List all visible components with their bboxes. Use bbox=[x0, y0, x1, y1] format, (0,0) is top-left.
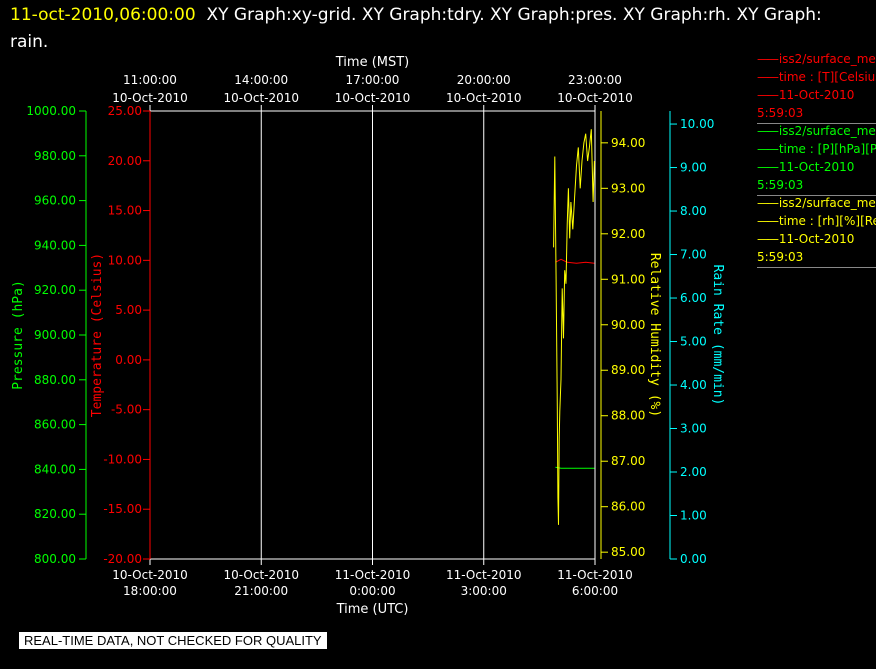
rh-tick-label: 90.00 bbox=[611, 318, 645, 332]
x-tick-label-top-date: 10-Oct-2010 bbox=[557, 91, 633, 105]
x-tick-label-top-time: 23:00:00 bbox=[568, 73, 622, 87]
legend-name: iss2/surface_me bbox=[757, 194, 876, 212]
rain-tick-label: 7.00 bbox=[680, 248, 707, 262]
rain-axis-title: Rain Rate (mm/min) bbox=[710, 265, 725, 406]
rain-tick-label: 2.00 bbox=[680, 465, 707, 479]
pressure-tick-label: 860.00 bbox=[34, 418, 76, 432]
rain-tick-label: 10.00 bbox=[680, 117, 714, 131]
rh-tick-label: 91.00 bbox=[611, 272, 645, 286]
rh-tick-label: 94.00 bbox=[611, 136, 645, 150]
x-tick-label-bottom-date: 11-Oct-2010 bbox=[446, 568, 522, 582]
legend-units: time : [T][Celsius][T bbox=[757, 68, 876, 86]
x-tick-label-bottom-date: 10-Oct-2010 bbox=[112, 568, 188, 582]
x-tick-label-bottom-date: 10-Oct-2010 bbox=[223, 568, 299, 582]
legend-name: iss2/surface_me bbox=[757, 50, 876, 68]
pressure-axis-title: Pressure (hPa) bbox=[11, 280, 26, 390]
legend-entry-rh: iss2/surface_me time : [rh][%][Relati 11… bbox=[757, 194, 876, 268]
x-tick-label-bottom-time: 18:00:00 bbox=[123, 584, 177, 598]
rh-tick-label: 93.00 bbox=[611, 181, 645, 195]
temperature-tick-label: 10.00 bbox=[108, 253, 142, 267]
temperature-tick-label: -5.00 bbox=[111, 403, 142, 417]
rh-tick-label: 86.00 bbox=[611, 500, 645, 514]
x-tick-label-bottom-time: 6:00:00 bbox=[572, 584, 618, 598]
x-tick-label-top-time: 14:00:00 bbox=[234, 73, 288, 87]
x-tick-label-top-date: 10-Oct-2010 bbox=[223, 91, 299, 105]
pressure-tick-label: 980.00 bbox=[34, 149, 76, 163]
x-tick-label-top-date: 10-Oct-2010 bbox=[335, 91, 411, 105]
rh-tick-label: 92.00 bbox=[611, 227, 645, 241]
header: 11-oct-2010,06:00:00 XY Graph:xy-grid. X… bbox=[10, 2, 850, 56]
pressure-tick-label: 1000.00 bbox=[26, 104, 76, 118]
rh-tick-label: 89.00 bbox=[611, 363, 645, 377]
grid-lines bbox=[260, 111, 485, 559]
legend-units: time : [rh][%][Relati bbox=[757, 212, 876, 230]
pressure-series-line bbox=[555, 466, 595, 469]
x-tick-label-top-time: 17:00:00 bbox=[346, 73, 400, 87]
pressure-tick-label: 900.00 bbox=[34, 328, 76, 342]
temperature-axis-title: Temperature (Celsius) bbox=[90, 253, 105, 417]
header-titles: XY Graph:xy-grid. XY Graph:tdry. XY Grap… bbox=[10, 5, 822, 52]
rh-axis-title: Relative Humidity (%) bbox=[647, 253, 662, 417]
x-axis-title-bottom: Time (UTC) bbox=[336, 602, 409, 617]
series-lines bbox=[553, 129, 595, 525]
x-tick-label-bottom-time: 3:00:00 bbox=[461, 584, 507, 598]
rain-tick-label: 4.00 bbox=[680, 378, 707, 392]
legend-time: 5:59:03 bbox=[757, 178, 804, 192]
rh-tick-label: 88.00 bbox=[611, 409, 645, 423]
temperature-tick-label: -20.00 bbox=[103, 552, 142, 566]
x-tick-label-bottom-time: 21:00:00 bbox=[234, 584, 288, 598]
legend-date: 11-Oct-2010 bbox=[757, 86, 876, 104]
rain-tick-label: 9.00 bbox=[680, 161, 707, 175]
temperature-tick-label: 5.00 bbox=[115, 303, 142, 317]
pressure-tick-label: 880.00 bbox=[34, 373, 76, 387]
x-tick-label-bottom-date: 11-Oct-2010 bbox=[335, 568, 411, 582]
temperature-tick-label: 20.00 bbox=[108, 154, 142, 168]
temperature-tick-label: 0.00 bbox=[115, 353, 142, 367]
rain-tick-label: 0.00 bbox=[680, 552, 707, 566]
x-axis-title-top: Time (MST) bbox=[335, 55, 410, 70]
legend-date: 11-Oct-2010 bbox=[757, 158, 876, 176]
pressure-tick-label: 840.00 bbox=[34, 462, 76, 476]
legend-units: time : [P][hPa][Pres bbox=[757, 140, 876, 158]
temperature-tick-label: 15.00 bbox=[108, 204, 142, 218]
pressure-tick-label: 800.00 bbox=[34, 552, 76, 566]
x-tick-label-top-date: 10-Oct-2010 bbox=[446, 91, 522, 105]
temperature-tick-label: -15.00 bbox=[103, 502, 142, 516]
rain-tick-label: 8.00 bbox=[680, 204, 707, 218]
legend-time: 5:59:03 bbox=[757, 250, 804, 264]
pressure-tick-label: 820.00 bbox=[34, 507, 76, 521]
temperature-tick-label: 25.00 bbox=[108, 104, 142, 118]
quality-warning-badge: REAL-TIME DATA, NOT CHECKED FOR QUALITY bbox=[19, 632, 327, 649]
rain-tick-label: 1.00 bbox=[680, 509, 707, 523]
rh-tick-label: 85.00 bbox=[611, 545, 645, 559]
legend-entry-pressure: iss2/surface_me time : [P][hPa][Pres 11-… bbox=[757, 122, 876, 196]
pressure-tick-label: 940.00 bbox=[34, 238, 76, 252]
axes: 10-Oct-2010 18:00:00 11:00:00 10-Oct-2010 10… bbox=[11, 55, 725, 617]
header-timestamp: 11-oct-2010,06:00:00 bbox=[10, 5, 196, 25]
rain-tick-label: 3.00 bbox=[680, 422, 707, 436]
x-tick-label-bottom-date: 11-Oct-2010 bbox=[557, 568, 633, 582]
legend-time: 5:59:03 bbox=[757, 106, 804, 120]
temperature-tick-label: -10.00 bbox=[103, 452, 142, 466]
rain-tick-label: 5.00 bbox=[680, 335, 707, 349]
x-tick-label-top-date: 10-Oct-2010 bbox=[112, 91, 188, 105]
pressure-tick-label: 920.00 bbox=[34, 283, 76, 297]
legend-name: iss2/surface_me bbox=[757, 122, 876, 140]
rain-tick-label: 6.00 bbox=[680, 291, 707, 305]
legend-date: 11-Oct-2010 bbox=[757, 230, 876, 248]
rh-tick-label: 87.00 bbox=[611, 454, 645, 468]
x-tick-label-top-time: 11:00:00 bbox=[123, 73, 177, 87]
temperature-series-line bbox=[555, 258, 595, 264]
legend-entry-temperature: iss2/surface_me time : [T][Celsius][T 11… bbox=[757, 50, 876, 124]
x-tick-label-top-time: 20:00:00 bbox=[457, 73, 511, 87]
x-tick-label-bottom-time: 0:00:00 bbox=[349, 584, 395, 598]
pressure-tick-label: 960.00 bbox=[34, 194, 76, 208]
rh-series-line bbox=[553, 129, 595, 525]
